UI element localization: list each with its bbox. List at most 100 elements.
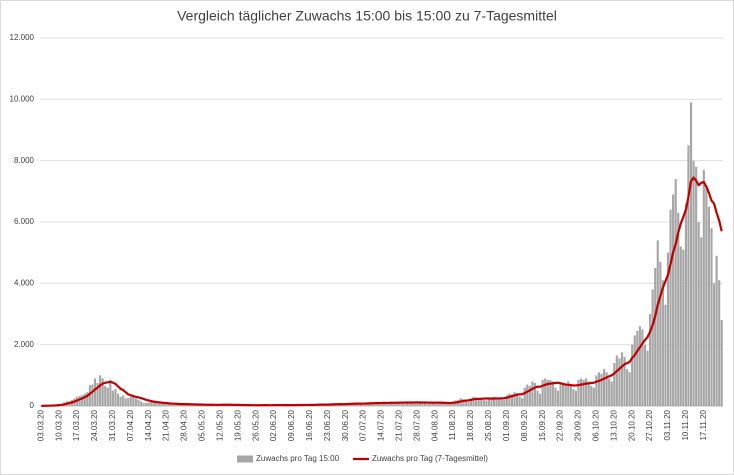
bar: [697, 222, 700, 406]
x-tick-label: 29.09.20: [574, 409, 583, 441]
bar: [674, 179, 677, 406]
bar: [83, 393, 86, 406]
x-tick-label: 28.07.20: [412, 409, 421, 441]
x-tick-label: 10.11.20: [681, 409, 690, 440]
bar: [421, 402, 424, 406]
bar: [684, 203, 687, 406]
bar: [93, 378, 97, 406]
bar: [679, 246, 682, 406]
bar: [651, 289, 654, 406]
x-tick-label: 14.04.20: [144, 409, 153, 441]
bar: [503, 399, 506, 406]
bar: [528, 386, 531, 406]
bar: [574, 390, 577, 406]
bar: [477, 398, 480, 406]
bar: [390, 402, 393, 406]
bar: [429, 403, 432, 406]
bar: [689, 102, 693, 407]
bar: [160, 403, 163, 406]
bar: [707, 206, 711, 406]
bar: [638, 326, 641, 406]
bar: [157, 403, 161, 406]
bar: [372, 402, 375, 406]
bar: [661, 280, 664, 406]
y-tick-label: 6.000: [14, 217, 35, 226]
bar: [536, 390, 539, 406]
bar: [559, 384, 562, 406]
bar: [413, 403, 416, 406]
x-tick-label: 07.04.20: [126, 409, 135, 441]
x-tick-label: 21.07.20: [395, 409, 404, 441]
bar: [439, 402, 442, 406]
bar: [610, 381, 613, 406]
line: [41, 176, 723, 407]
bar: [395, 403, 398, 406]
bar: [595, 375, 598, 406]
bar: [124, 398, 127, 406]
bar: [613, 363, 616, 406]
x-tick-label: 06.10.20: [591, 409, 600, 441]
bar: [480, 398, 483, 406]
bar: [718, 280, 721, 406]
bar: [137, 399, 140, 406]
bar: [127, 398, 130, 406]
bar: [385, 402, 388, 406]
bar: [116, 393, 120, 406]
x-tick-label: 28.04.20: [180, 409, 189, 441]
x-tick-label: 18.08.20: [466, 409, 475, 441]
bar: [669, 209, 672, 406]
bar: [411, 402, 414, 406]
x-tick-label: 02.06.20: [269, 409, 278, 441]
bar: [485, 400, 488, 406]
bar: [129, 396, 132, 406]
bar: [359, 404, 363, 406]
bar: [469, 398, 473, 406]
x-tick-label: 14.07.20: [377, 409, 386, 441]
bar: [533, 383, 537, 406]
bar: [605, 372, 608, 406]
bar: [388, 402, 391, 406]
bar: [403, 402, 406, 406]
y-tick-label: 2.000: [14, 340, 35, 349]
bar: [434, 402, 437, 406]
x-tick-label: 03.11.20: [663, 409, 672, 440]
bar: [631, 344, 634, 406]
bar: [423, 402, 427, 406]
bar: [444, 403, 447, 406]
bar: [375, 403, 378, 406]
bar: [99, 375, 102, 406]
bar: [633, 335, 636, 406]
bar: [162, 403, 166, 406]
bar: [498, 398, 501, 406]
bar: [641, 329, 644, 406]
x-tick-label: 20.10.20: [627, 409, 636, 441]
legend-swatch: [237, 455, 253, 463]
bar: [682, 249, 685, 406]
bar: [646, 350, 649, 406]
bar: [577, 379, 580, 406]
bar: [101, 378, 104, 406]
bar: [147, 402, 150, 406]
x-tick-label: 05.05.20: [198, 409, 207, 441]
bar: [636, 330, 639, 406]
bar: [513, 392, 516, 406]
bar: [712, 283, 716, 406]
bar: [664, 304, 667, 406]
bar: [377, 403, 381, 406]
bar: [96, 383, 99, 406]
bar: [155, 402, 158, 406]
bar: [393, 403, 396, 406]
bar: [597, 372, 601, 406]
bar: [145, 402, 148, 406]
bar: [357, 404, 360, 406]
bar: [702, 169, 705, 406]
bar: [193, 405, 196, 406]
bar: [531, 381, 534, 406]
bar: [114, 389, 117, 406]
bar: [482, 399, 485, 406]
y-tick-label: 8.000: [14, 156, 35, 165]
x-tick-label: 17.11.20: [699, 409, 708, 440]
x-tick-label: 27.10.20: [645, 409, 654, 441]
bar: [104, 386, 107, 406]
bar: [585, 378, 588, 406]
